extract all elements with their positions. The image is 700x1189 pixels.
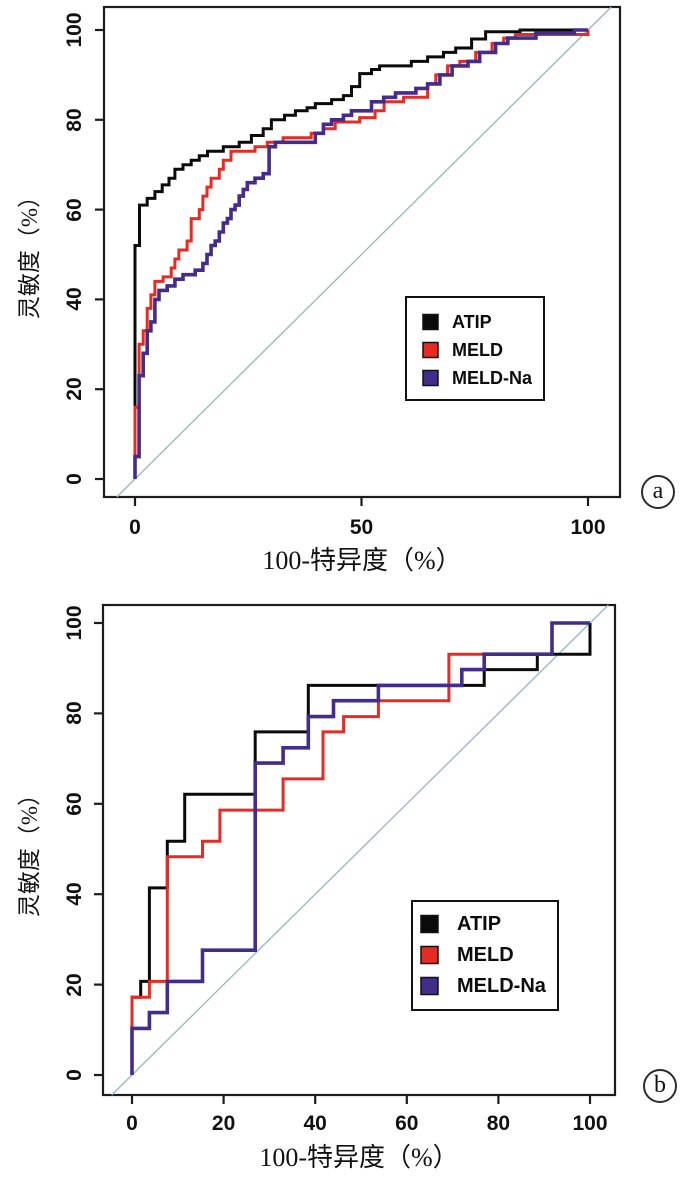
- legend-label-meld-b: MELD: [457, 944, 514, 966]
- roc-curve-meld-na-panel-b: [130, 621, 590, 1075]
- plot-box-panel-b: [101, 603, 617, 1097]
- roc-curve-atip-panel-a: [133, 28, 588, 479]
- x-axis-title-panel-a: 100-特异度（%）: [262, 546, 462, 575]
- x-axis-title-panel-b: 100-特异度（%）: [259, 1143, 459, 1172]
- legend-swatch-atip-panel-b: [420, 914, 439, 934]
- legend-swatch-meld-panel-a: [422, 341, 439, 359]
- y-tick-label-60-panel-a: 60: [63, 197, 86, 222]
- legend-label-meldna-b: MELD-Na: [457, 975, 546, 997]
- x-tick-label-50-panel-a: 50: [349, 516, 374, 539]
- legend-label-meld-a: MELD: [452, 340, 503, 360]
- panel-label-b: b: [643, 1069, 677, 1103]
- y-tick-label-0-panel-a: 0: [63, 473, 86, 485]
- x-tick-label-100-panel-b: 100: [572, 1112, 608, 1135]
- y-tick-label-20-panel-a: 20: [63, 377, 86, 401]
- diagonal-reference-line-panel-a: [116, 6, 612, 498]
- legend-swatch-meld-na-panel-b: [420, 976, 439, 996]
- x-tick-label-40-panel-b: 40: [303, 1112, 327, 1135]
- legend-swatch-atip-panel-a: [422, 313, 439, 331]
- x-tick-label-80-panel-b: 80: [486, 1112, 511, 1135]
- y-axis-title-panel-b: 灵敏度（%）: [17, 782, 42, 918]
- legend-label-meldna-a: MELD-Na: [452, 368, 532, 388]
- y-tick-label-20-panel-b: 20: [63, 972, 86, 997]
- plot-box-panel-a: [102, 5, 622, 499]
- y-tick-label-80-panel-b: 80: [63, 701, 86, 726]
- y-tick-label-40-panel-a: 40: [63, 287, 86, 312]
- y-tick-label-100-panel-b: 100: [63, 605, 86, 641]
- x-tick-label-100-panel-a: 100: [570, 516, 606, 539]
- legend-swatch-meld-panel-b: [420, 945, 439, 965]
- x-tick-label-0-panel-a: 0: [129, 516, 141, 539]
- roc-curve-meld-panel-a: [133, 30, 590, 479]
- diagonal-reference-line-panel-b: [111, 604, 609, 1096]
- legend-label-atip-a: ATIP: [452, 312, 492, 332]
- y-tick-label-60-panel-b: 60: [63, 792, 86, 816]
- legend-label-atip-b: ATIP: [457, 913, 502, 935]
- y-axis-title-panel-a: 灵敏度（%）: [17, 184, 42, 320]
- y-tick-label-40-panel-b: 40: [63, 882, 86, 906]
- panel-label-a: a: [641, 475, 675, 509]
- x-tick-label-0-panel-b: 0: [126, 1112, 138, 1135]
- legend-swatch-meld-na-panel-a: [422, 369, 439, 387]
- x-tick-label-20-panel-b: 20: [211, 1112, 236, 1135]
- y-tick-label-100-panel-a: 100: [63, 12, 86, 48]
- y-tick-label-0-panel-b: 0: [63, 1069, 86, 1081]
- x-tick-label-60-panel-b: 60: [395, 1112, 419, 1135]
- roc-curve-meld-na-panel-a: [133, 28, 588, 479]
- roc-curve-atip-panel-b: [130, 623, 592, 1075]
- y-tick-label-80-panel-a: 80: [63, 108, 86, 132]
